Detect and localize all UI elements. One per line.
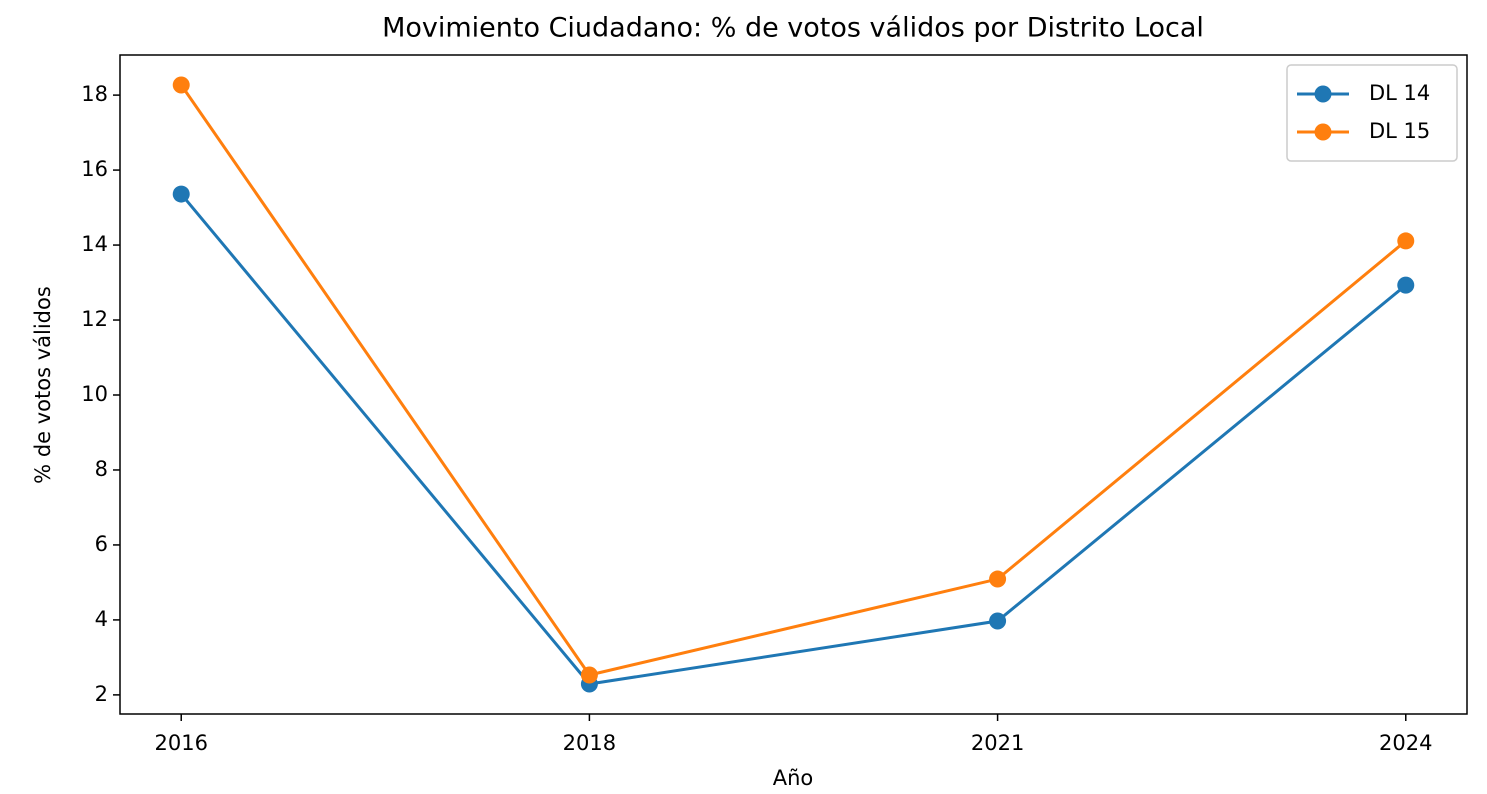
y-tick-label: 8 — [95, 457, 108, 481]
point — [172, 185, 190, 203]
y-tick-label: 12 — [81, 307, 108, 331]
x-tick-label: 2024 — [1379, 731, 1432, 755]
point — [989, 570, 1007, 588]
x-tick-label: 2018 — [563, 731, 616, 755]
point — [580, 666, 598, 684]
y-tick-label: 6 — [95, 532, 108, 556]
legend-label: DL 15 — [1369, 119, 1430, 143]
series-line — [180, 193, 1407, 686]
y-tick-label: 16 — [81, 157, 108, 181]
x-tick-label: 2016 — [155, 731, 208, 755]
y-tick-label: 14 — [81, 232, 108, 256]
point — [1397, 276, 1415, 294]
point — [989, 612, 1007, 630]
x-tick-label: 2021 — [971, 731, 1024, 755]
legend-box — [1286, 64, 1458, 162]
series-line — [179, 84, 1407, 677]
y-axis-label: % de votos válidos — [31, 286, 55, 484]
x-axis-label: Año — [773, 766, 814, 790]
plot-frame — [119, 54, 1468, 715]
y-tick-label: 18 — [81, 82, 108, 106]
legend-label: DL 14 — [1369, 81, 1430, 105]
point — [1397, 232, 1415, 250]
legend-marker — [1314, 123, 1332, 141]
chart-title: Movimiento Ciudadano: % de votos válidos… — [382, 13, 1204, 44]
y-tick-label: 2 — [95, 682, 108, 706]
y-tick-label: 10 — [81, 382, 108, 406]
point — [172, 76, 190, 94]
y-tick-label: 4 — [95, 607, 108, 631]
legend-marker — [1314, 85, 1332, 103]
